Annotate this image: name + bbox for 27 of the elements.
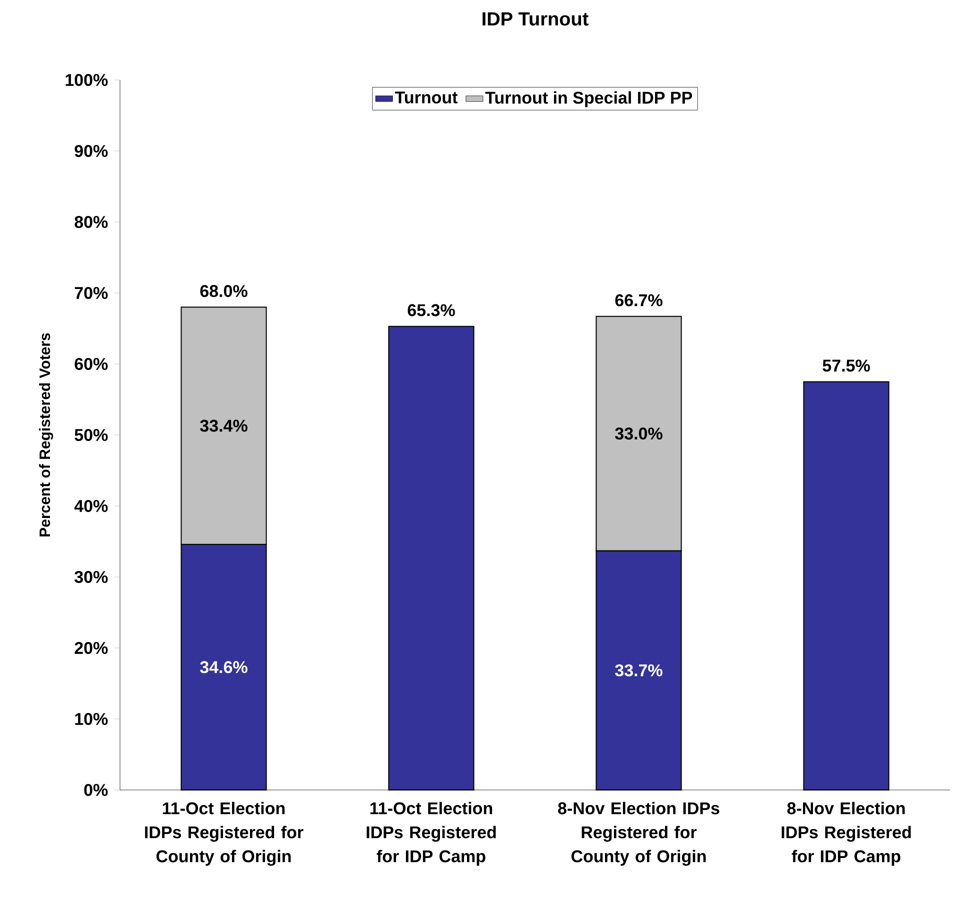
chart-title: IDP Turnout bbox=[482, 12, 588, 26]
total-label: 66.7% bbox=[615, 294, 662, 306]
y-tick-label: 80% bbox=[74, 216, 108, 228]
y-tick-label: 100% bbox=[66, 74, 108, 86]
y-tick-label: 10% bbox=[75, 712, 108, 726]
x-tick-label: 11-Oct Election IDPs Registered for IDP Camp bbox=[366, 802, 496, 866]
total-label: 65.3% bbox=[408, 304, 455, 316]
y-tick-label: 20% bbox=[74, 642, 108, 654]
y-axis-title: Percent of Registered Voters bbox=[39, 333, 54, 536]
data-label: 33.0% bbox=[615, 428, 662, 440]
data-label: 34.6% bbox=[200, 661, 248, 674]
y-tick-label: 50% bbox=[74, 428, 108, 442]
legend-label: Turnout in Special IDP PP bbox=[485, 91, 692, 108]
y-tick-label: 40% bbox=[74, 500, 108, 512]
x-tick-label: 8-Nov Election IDPs Registered for County of Origin bbox=[558, 802, 720, 866]
x-tick-label: 11-Oct Election IDPs Registered for County of Origin bbox=[145, 802, 304, 866]
data-label: 33.4% bbox=[200, 420, 248, 432]
y-tick-label: 0% bbox=[84, 784, 108, 796]
y-tick-label: 90% bbox=[74, 144, 108, 158]
y-tick-label: 60% bbox=[74, 358, 108, 370]
x-tick-label: 8-Nov Election IDPs Registered for IDP Camp bbox=[782, 802, 911, 866]
y-tick-label: 30% bbox=[74, 570, 108, 584]
total-label: 57.5% bbox=[822, 360, 870, 372]
y-tick-label: 70% bbox=[74, 286, 108, 300]
legend-label: Turnout bbox=[394, 92, 458, 104]
data-label: 33.7% bbox=[615, 664, 662, 676]
total-label: 68.0% bbox=[200, 285, 248, 298]
